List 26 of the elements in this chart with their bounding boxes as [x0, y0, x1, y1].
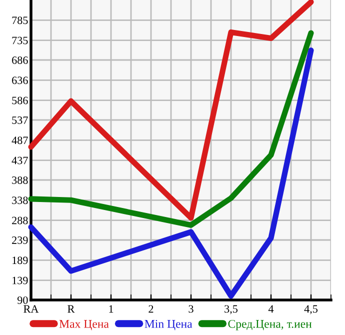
y-tick-label: 785: [12, 16, 28, 24]
y-tick-label: 139: [12, 276, 28, 284]
y-tick-label: 537: [12, 116, 28, 124]
x-tick-label: R: [68, 305, 75, 313]
x-tick-label: RA: [24, 305, 39, 313]
y-tick-label: 288: [12, 216, 28, 224]
y-tick-label: 189: [12, 256, 28, 264]
x-tick-label: 3,5: [224, 305, 238, 314]
x-tick-label: 3: [188, 305, 194, 313]
y-tick-label: 239: [12, 236, 28, 244]
y-tick-label: 388: [12, 176, 28, 184]
x-tick-label: 1: [109, 305, 114, 313]
y-tick-label: 586: [12, 96, 28, 104]
x-tick-label: 4,5: [304, 305, 318, 314]
y-tick-label: 437: [12, 156, 28, 164]
x-tick-label: 2: [148, 305, 154, 313]
legend-label: Max Цена: [59, 320, 109, 330]
legend-label: Min Цена: [144, 320, 192, 330]
y-tick-label: 338: [12, 196, 28, 204]
y-tick-label: 487: [12, 136, 28, 144]
legend-label: Сред.Цена, т.иен: [228, 320, 312, 330]
x-tick-label: 4: [268, 305, 274, 313]
y-tick-label: 686: [12, 56, 28, 64]
y-tick-label: 90: [17, 296, 28, 304]
y-tick-label: 636: [12, 76, 28, 84]
y-tick-label: 735: [12, 36, 28, 44]
